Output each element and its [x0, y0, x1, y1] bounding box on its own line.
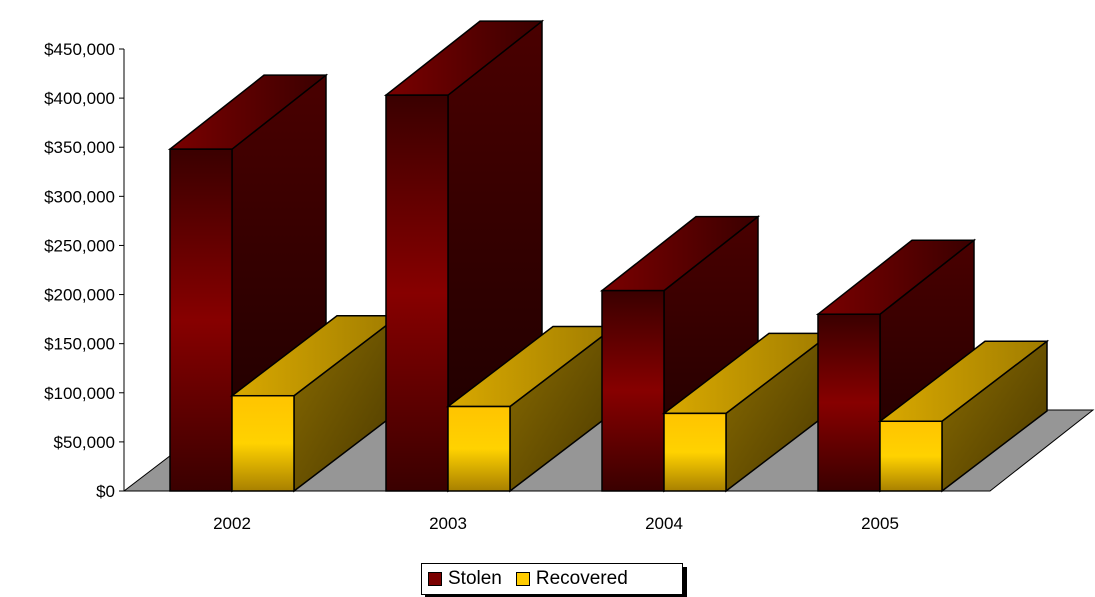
y-tick-label: $350,000 [44, 138, 115, 157]
y-tick-label: $200,000 [44, 286, 115, 305]
bar-recovered-2003-front [447, 405, 511, 492]
y-tick-label: $0 [96, 482, 115, 501]
y-tick-label: $400,000 [44, 89, 115, 108]
bar-stolen-2004-front [601, 289, 665, 492]
bar-recovered-2005-front [879, 420, 943, 492]
x-tick-label: 2004 [645, 514, 683, 533]
bar-recovered-2002 [229, 314, 402, 493]
legend: Stolen Recovered [421, 563, 683, 595]
x-tick-label: 2002 [213, 514, 251, 533]
legend-item-stolen: Stolen [428, 568, 502, 590]
y-tick-label: $100,000 [44, 384, 115, 403]
y-tick-label: $250,000 [44, 236, 115, 255]
bar-stolen-2002-front [169, 148, 233, 492]
bar-recovered-2004 [661, 331, 834, 493]
bar-recovered-2003 [445, 325, 618, 493]
legend-label-recovered: Recovered [535, 568, 628, 589]
y-tick-label: $300,000 [44, 187, 115, 206]
x-tick-label: 2003 [429, 514, 467, 533]
legend-swatch-recovered [515, 572, 530, 586]
y-tick-label: $450,000 [44, 40, 115, 59]
bar-recovered-2002-front [231, 394, 295, 492]
y-tick-label: $150,000 [44, 335, 115, 354]
legend-swatch-stolen [428, 572, 442, 586]
legend-label-stolen: Stolen [448, 568, 502, 589]
legend-item-recovered: Recovered [515, 568, 628, 590]
x-tick-label: 2005 [861, 514, 899, 533]
bar-recovered-2005 [877, 339, 1050, 493]
bar-stolen-2003-front [385, 94, 449, 492]
bar-recovered-2004-front [663, 412, 727, 492]
y-tick-label: $50,000 [54, 433, 115, 452]
bar-stolen-2005-front [817, 313, 881, 492]
